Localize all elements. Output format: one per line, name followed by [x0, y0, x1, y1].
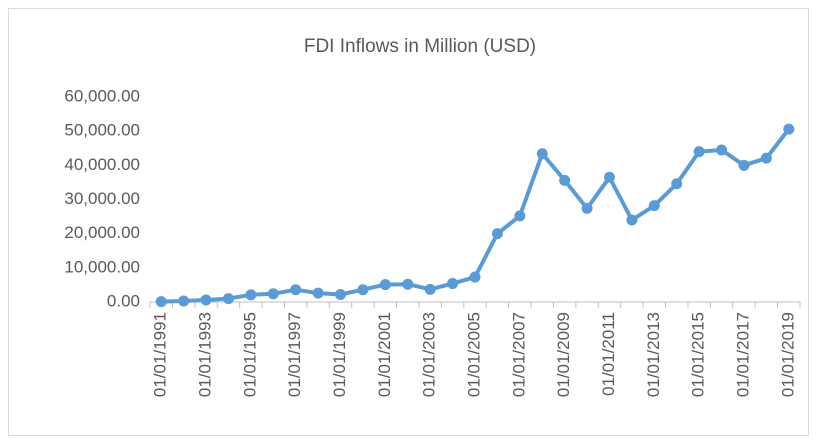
data-point [200, 294, 212, 306]
x-tick-label: 01/01/1995 [240, 312, 259, 397]
data-point [357, 284, 369, 296]
x-tick-label: 01/01/2003 [420, 312, 439, 397]
x-tick-label: 01/01/2011 [599, 312, 618, 396]
data-point [603, 171, 615, 183]
y-tick-label: 40,000.00 [64, 155, 140, 174]
data-point [648, 200, 660, 212]
x-tick-label: 01/01/2005 [464, 312, 483, 397]
x-tick-label: 01/01/2019 [778, 312, 797, 397]
y-tick-label: 10,000.00 [64, 257, 140, 276]
data-point [335, 288, 347, 300]
data-point [290, 284, 302, 296]
x-tick-label: 01/01/1999 [330, 312, 349, 397]
data-point [245, 289, 257, 301]
x-tick-label: 01/01/2007 [509, 312, 528, 397]
data-point [312, 287, 324, 299]
y-tick-label: 0.00 [107, 291, 140, 310]
data-point [671, 178, 683, 190]
x-tick-label: 01/01/2001 [375, 312, 394, 397]
chart-title: FDI Inflows in Million (USD) [304, 36, 536, 57]
chart-frame [8, 8, 809, 436]
data-point [379, 279, 391, 291]
x-tick-label: 01/01/2013 [644, 312, 663, 397]
data-point [783, 123, 795, 135]
x-tick-label: 01/01/2017 [733, 312, 752, 397]
data-point [536, 148, 548, 160]
y-tick-label: 60,000.00 [64, 86, 140, 105]
data-point [693, 146, 705, 158]
data-point [267, 288, 279, 300]
x-tick-label: 01/01/1997 [285, 312, 304, 397]
data-point [178, 295, 190, 307]
data-point [626, 214, 638, 226]
y-tick-label: 20,000.00 [64, 223, 140, 242]
y-tick-label: 30,000.00 [64, 189, 140, 208]
data-point [559, 174, 571, 186]
data-point [581, 202, 593, 214]
data-point [222, 293, 234, 305]
data-point [155, 296, 167, 308]
x-tick-label: 01/01/1993 [196, 312, 215, 397]
x-tick-label: 01/01/2015 [689, 312, 708, 397]
data-point [760, 152, 772, 164]
x-tick-label: 01/01/1991 [151, 312, 170, 397]
data-point [491, 228, 503, 240]
data-point [514, 210, 526, 222]
y-tick-label: 50,000.00 [64, 121, 140, 140]
data-point [469, 271, 481, 283]
data-point [424, 283, 436, 295]
x-tick-label: 01/01/2009 [554, 312, 573, 397]
data-point [716, 144, 728, 156]
data-point [402, 278, 414, 290]
data-point [447, 278, 459, 290]
data-point [738, 159, 750, 171]
